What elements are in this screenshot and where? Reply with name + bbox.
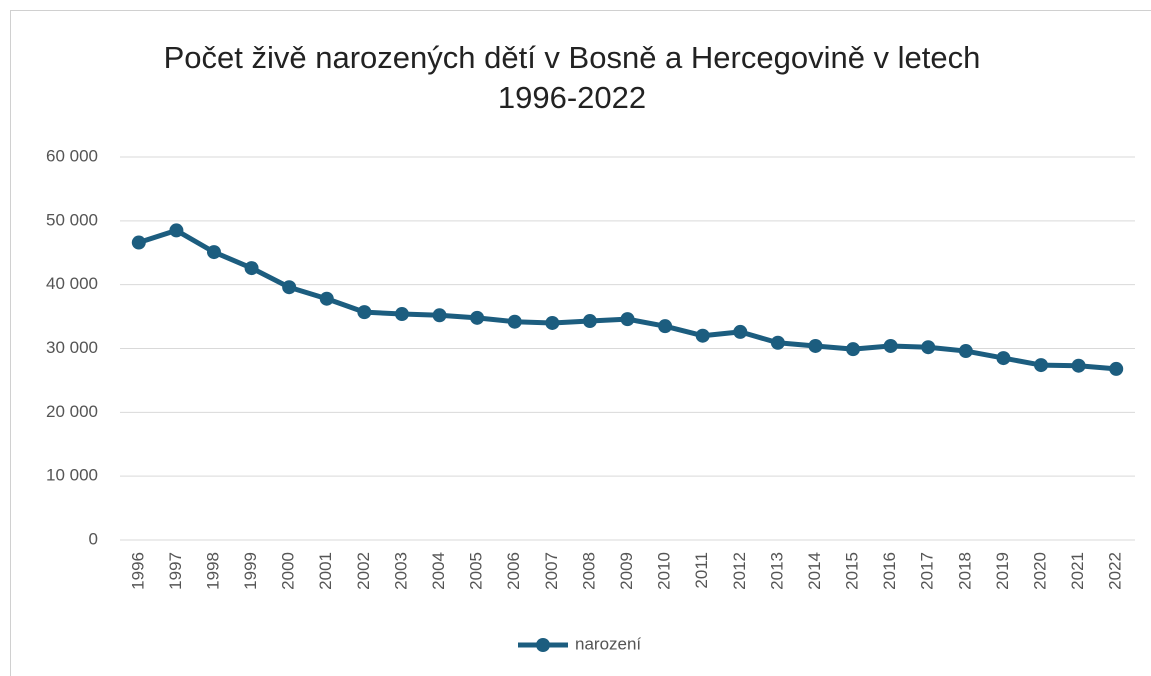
point <box>432 308 447 323</box>
point <box>658 319 673 334</box>
x-tick-label: 2006 <box>504 552 523 590</box>
x-tick-label: 2015 <box>843 552 862 590</box>
x-tick-label: 1996 <box>128 552 147 590</box>
y-tick-label: 0 <box>89 529 98 548</box>
legend-label: narození <box>575 634 641 653</box>
point <box>357 305 372 320</box>
x-tick-label: 2008 <box>579 552 598 590</box>
x-tick-label: 2013 <box>767 552 786 590</box>
x-tick-label: 2016 <box>880 552 899 590</box>
x-tick-label: 2009 <box>617 552 636 590</box>
x-tick-label: 2021 <box>1068 552 1087 590</box>
x-tick-label: 1999 <box>241 552 260 590</box>
point <box>206 245 221 260</box>
point <box>846 342 861 357</box>
x-tick-label: 2014 <box>805 552 824 590</box>
point <box>319 291 334 306</box>
x-tick-label: 2011 <box>692 552 711 589</box>
point <box>244 261 259 276</box>
x-tick-label: 2022 <box>1106 552 1125 590</box>
x-tick-label: 2002 <box>354 552 373 590</box>
point <box>695 328 710 343</box>
x-tick-label: 2000 <box>279 552 298 590</box>
x-tick-label: 2018 <box>955 552 974 590</box>
point <box>620 312 635 327</box>
point <box>1071 358 1086 373</box>
x-tick-label: 1998 <box>203 552 222 590</box>
x-tick-label: 2007 <box>542 552 561 590</box>
x-tick-label: 2004 <box>429 552 448 590</box>
y-tick-label: 40 000 <box>46 274 98 293</box>
legend-marker <box>536 638 550 652</box>
x-tick-label: 2005 <box>467 552 486 590</box>
point <box>582 314 597 329</box>
point <box>394 307 409 322</box>
point <box>921 340 936 355</box>
chart-title: Počet živě narozených dětí v Bosně a Her… <box>163 40 981 115</box>
chart-border <box>10 10 1151 676</box>
point <box>545 315 560 330</box>
point <box>470 310 485 325</box>
y-tick-label: 50 000 <box>46 210 98 229</box>
point <box>507 314 522 329</box>
x-tick-label: 2020 <box>1031 552 1050 590</box>
x-tick-label: 2012 <box>730 552 749 590</box>
y-tick-label: 60 000 <box>46 146 98 165</box>
point <box>770 335 785 350</box>
x-tick-label: 1997 <box>166 552 185 590</box>
point <box>1034 358 1049 373</box>
point <box>131 235 146 250</box>
point <box>733 324 748 339</box>
point <box>808 338 823 353</box>
point <box>958 344 973 359</box>
y-tick-label: 30 000 <box>46 338 98 357</box>
point <box>1109 361 1124 376</box>
x-tick-label: 2017 <box>918 552 937 590</box>
point <box>169 223 184 238</box>
point <box>282 280 297 295</box>
point <box>883 338 898 353</box>
point <box>996 351 1011 366</box>
x-tick-label: 2003 <box>391 552 410 590</box>
y-tick-label: 20 000 <box>46 402 98 421</box>
x-tick-label: 2001 <box>316 552 335 590</box>
x-tick-label: 2019 <box>993 552 1012 590</box>
y-tick-label: 10 000 <box>46 466 98 485</box>
x-tick-label: 2010 <box>655 552 674 590</box>
